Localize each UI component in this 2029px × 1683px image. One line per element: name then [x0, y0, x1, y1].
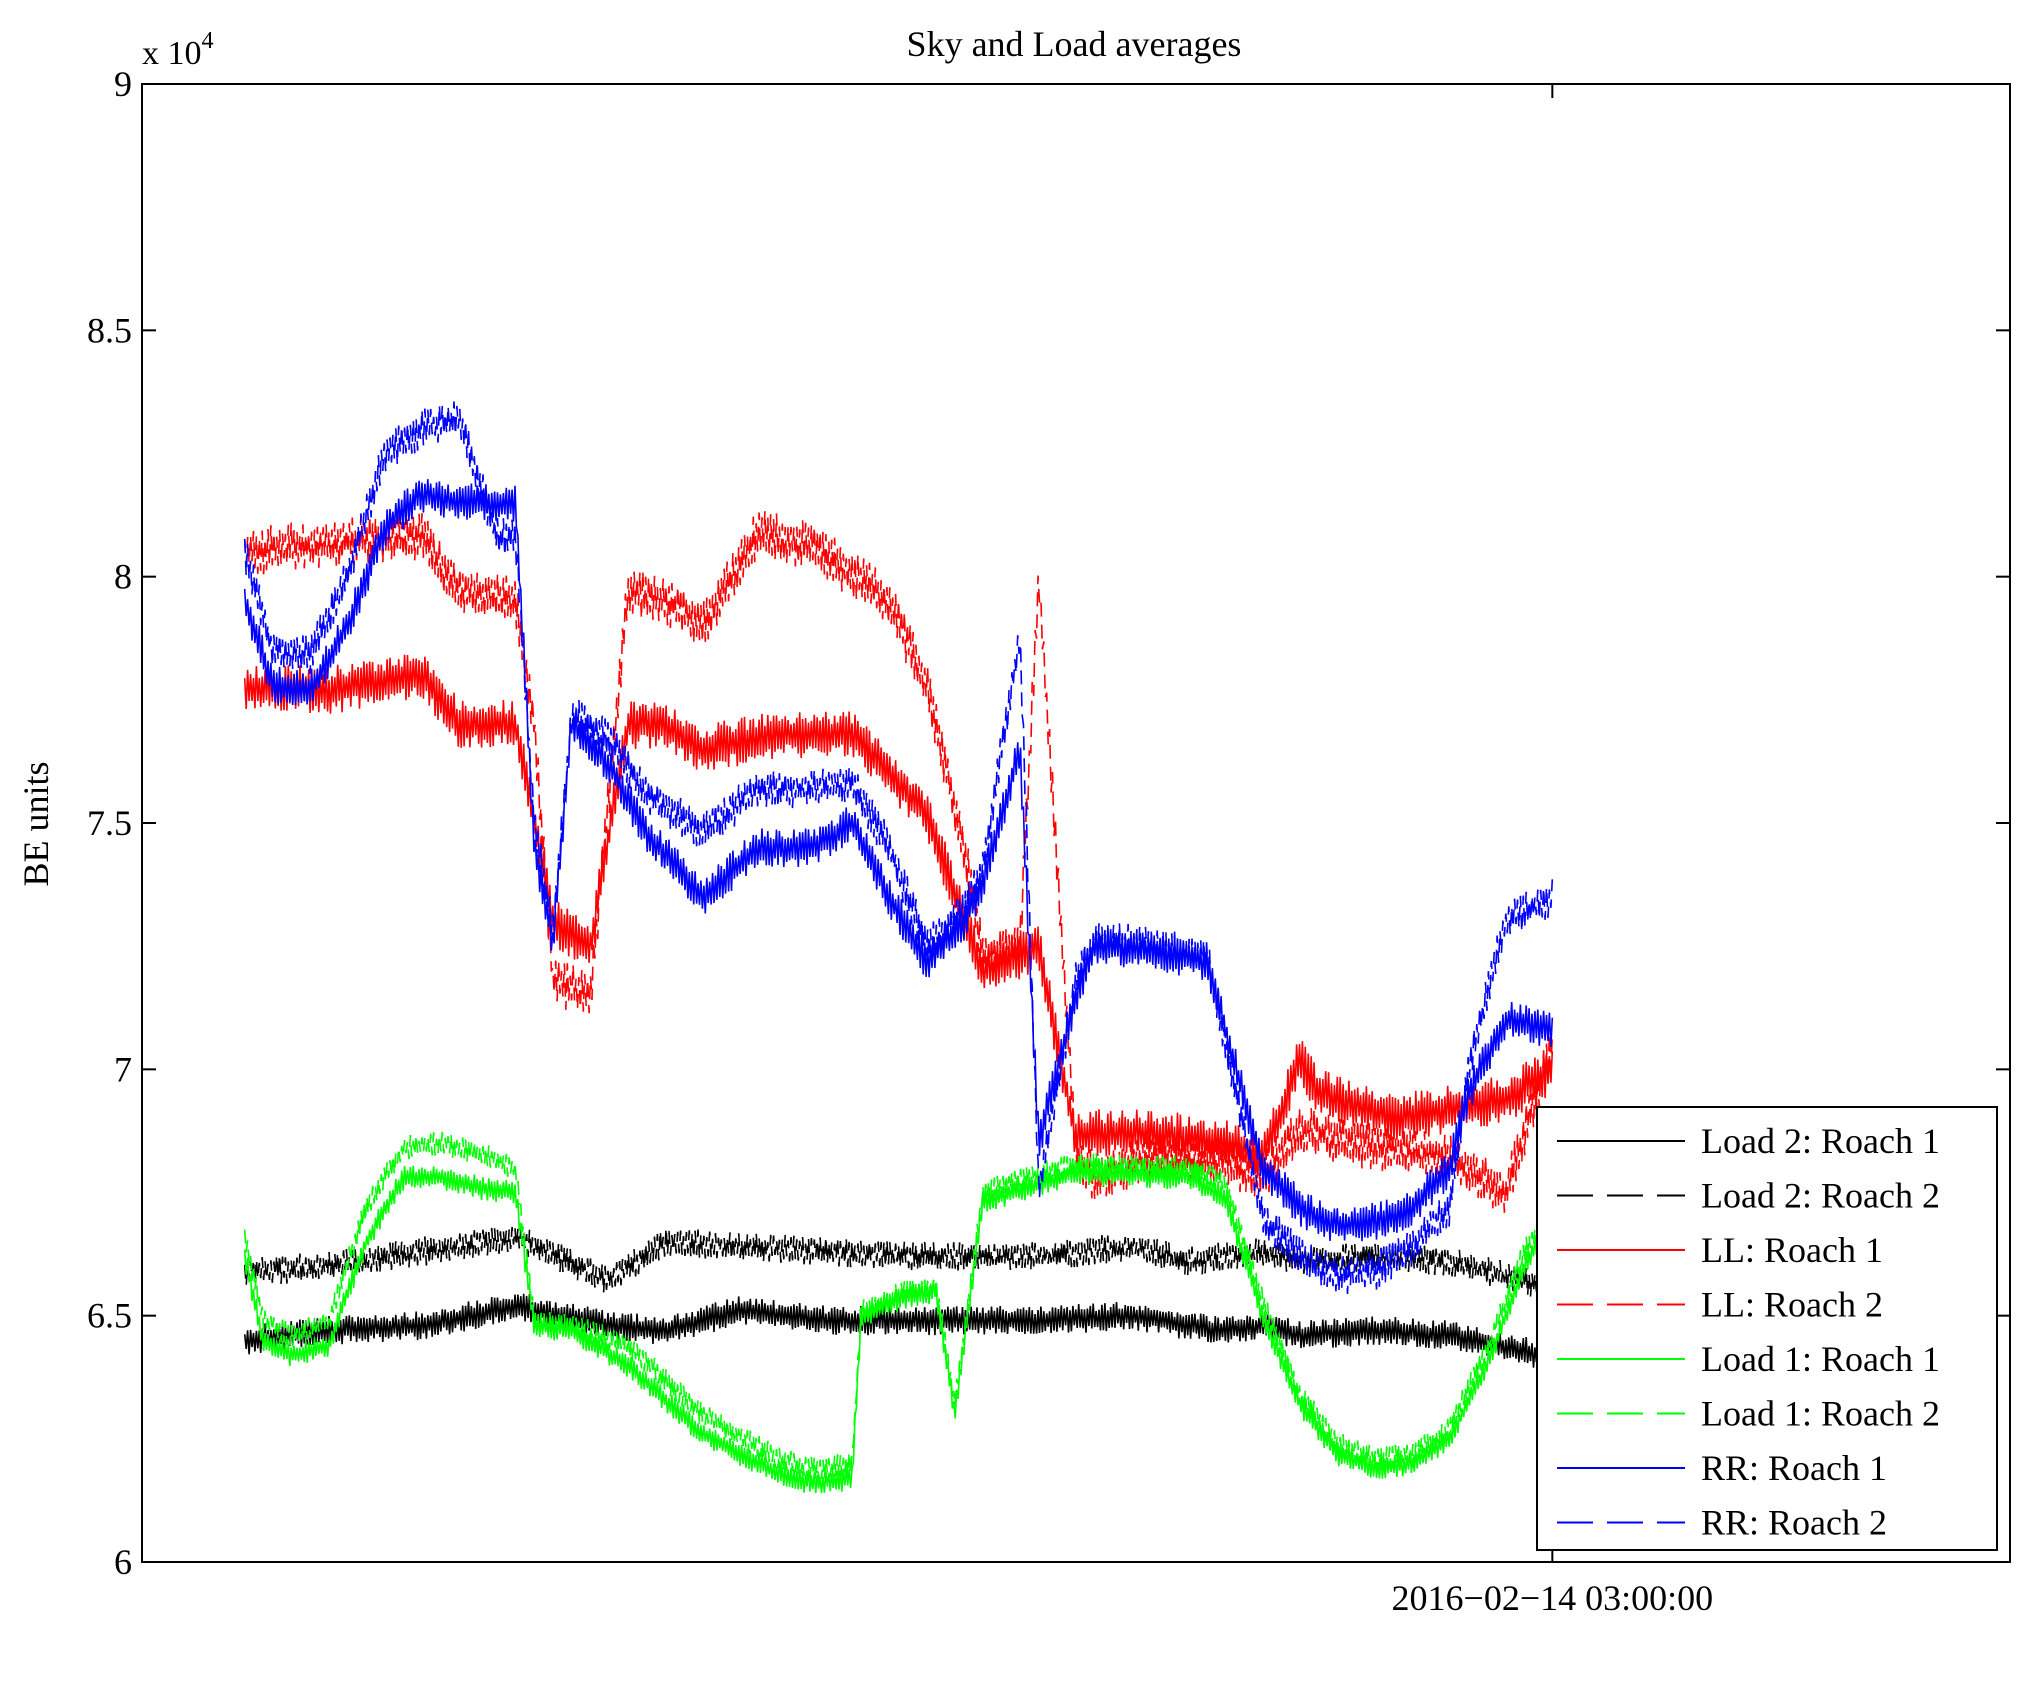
series-line-ll-roach-2: [243, 511, 1554, 1213]
series-line-load-1-roach-2: [243, 1131, 1554, 1481]
legend-label: LL: Roach 1: [1701, 1230, 1883, 1270]
y-axis: 6 6.5 7 7.5 8 8.5 9: [87, 64, 2010, 1582]
y-tick-label: 7.5: [87, 803, 132, 843]
legend-box: [1536, 1106, 1998, 1551]
x-axis: 2016−02−14 03:00:00: [1392, 84, 1714, 1618]
series-line-load-2-roach-1: [243, 1293, 1554, 1370]
y-tick-label: 8: [114, 557, 132, 597]
y-tick-label: 6: [114, 1542, 132, 1582]
series-line-ll-roach-1: [243, 654, 1554, 1179]
legend: Load 2: Roach 1 Load 2: Roach 2 LL: Roach …: [1536, 1106, 1998, 1551]
series-line-load-2-roach-2: [243, 1226, 1554, 1304]
y-exponent-label: x 104: [142, 28, 214, 72]
legend-label: Load 2: Roach 1: [1701, 1121, 1940, 1161]
y-tick-label: 6.5: [87, 1296, 132, 1336]
y-tick-label: 7: [114, 1049, 132, 1089]
y-tick-label: 8.5: [87, 310, 132, 350]
series-line-rr-roach-2: [243, 401, 1554, 1295]
x-tick-label: 2016−02−14 03:00:00: [1392, 1578, 1714, 1618]
series-line-rr-roach-1: [243, 479, 1554, 1242]
legend-label: LL: Roach 2: [1701, 1285, 1883, 1325]
y-axis-label: BE units: [16, 761, 56, 886]
legend-label: Load 1: Roach 2: [1701, 1394, 1940, 1434]
legend-label: Load 1: Roach 1: [1701, 1339, 1940, 1379]
legend-label: RR: Roach 2: [1701, 1503, 1887, 1543]
y-tick-label: 9: [114, 64, 132, 104]
y-exponent-power: 4: [202, 28, 214, 54]
plot-series: [243, 401, 1554, 1494]
legend-label: Load 2: Roach 2: [1701, 1176, 1940, 1216]
legend-label: RR: Roach 1: [1701, 1448, 1887, 1488]
chart-title: Sky and Load averages: [907, 24, 1242, 64]
